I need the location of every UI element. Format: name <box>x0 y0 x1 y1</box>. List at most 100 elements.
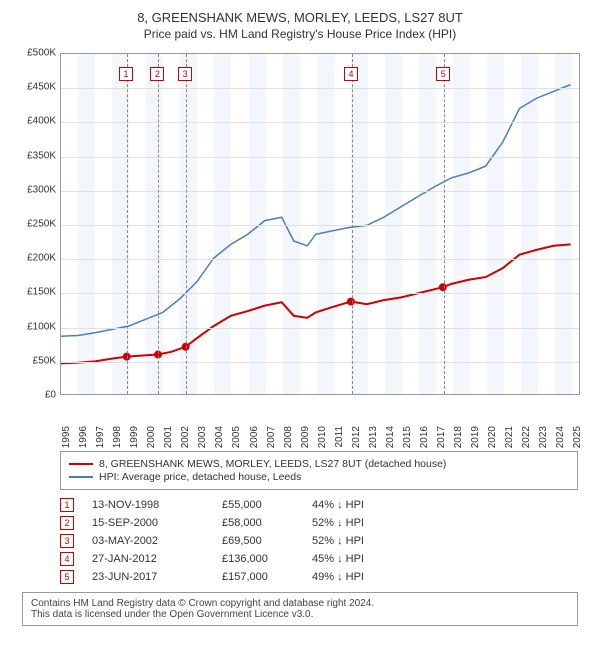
table-row: 1 13-NOV-1998£55,00044% ↓ HPI <box>60 496 578 514</box>
x-axis-label: 1996 <box>78 426 89 448</box>
x-axis-label: 2019 <box>470 426 481 448</box>
sale-number-box: 4 <box>60 552 74 566</box>
y-axis-label: £50K <box>12 355 56 366</box>
table-row: 5 23-JUN-2017£157,00049% ↓ HPI <box>60 568 578 586</box>
chart-title-2: Price paid vs. HM Land Registry's House … <box>10 27 590 41</box>
sale-marker: 5 <box>436 67 450 81</box>
sale-number-box: 1 <box>60 498 74 512</box>
sale-marker: 4 <box>344 67 358 81</box>
sales-table: 1 13-NOV-1998£55,00044% ↓ HPI 2 15-SEP-2000… <box>60 496 578 586</box>
sale-marker: 1 <box>119 67 133 81</box>
y-axis-label: £100K <box>12 321 56 332</box>
sale-date: 13-NOV-1998 <box>92 499 222 511</box>
sale-point <box>347 298 355 306</box>
legend-swatch <box>69 463 93 465</box>
chart-svg <box>61 54 579 394</box>
gridline <box>61 225 579 226</box>
sale-vline <box>352 54 353 394</box>
y-axis-label: £300K <box>12 184 56 195</box>
x-axis-label: 2013 <box>368 426 379 448</box>
x-axis-label: 2007 <box>266 426 277 448</box>
x-axis-label: 2014 <box>385 426 396 448</box>
y-axis-label: £150K <box>12 287 56 298</box>
x-axis-label: 2021 <box>504 426 515 448</box>
sale-date: 27-JAN-2012 <box>92 553 222 565</box>
gridline <box>61 157 579 158</box>
gridline <box>61 362 579 363</box>
footer-line-2: This data is licensed under the Open Gov… <box>31 609 569 620</box>
sale-date: 03-MAY-2002 <box>92 535 222 547</box>
sale-price: £58,000 <box>222 517 312 529</box>
x-axis-label: 2023 <box>538 426 549 448</box>
x-axis-label: 2015 <box>402 426 413 448</box>
x-axis-label: 1997 <box>95 426 106 448</box>
sale-number-box: 5 <box>60 570 74 584</box>
y-axis-label: £250K <box>12 219 56 230</box>
sale-date: 23-JUN-2017 <box>92 571 222 583</box>
y-axis-label: £200K <box>12 253 56 264</box>
series-property <box>61 244 571 363</box>
x-axis-label: 2024 <box>555 426 566 448</box>
sale-price: £157,000 <box>222 571 312 583</box>
legend-item: 8, GREENSHANK MEWS, MORLEY, LEEDS, LS27 … <box>69 458 569 470</box>
legend: 8, GREENSHANK MEWS, MORLEY, LEEDS, LS27 … <box>60 451 578 490</box>
table-row: 427-JAN-2012£136,00045% ↓ HPI <box>60 550 578 568</box>
sale-price: £55,000 <box>222 499 312 511</box>
plot-area <box>60 53 580 395</box>
x-axis-label: 2010 <box>317 426 328 448</box>
legend-item: HPI: Average price, detached house, Leed… <box>69 471 569 483</box>
sale-vline <box>186 54 187 394</box>
footer-line-1: Contains HM Land Registry data © Crown c… <box>31 598 569 609</box>
x-axis-label: 2025 <box>572 426 583 448</box>
sale-number-box: 3 <box>60 534 74 548</box>
x-axis-label: 2011 <box>334 426 345 448</box>
y-axis-label: £350K <box>12 150 56 161</box>
x-axis-label: 2003 <box>197 426 208 448</box>
x-axis-label: 1995 <box>61 426 72 448</box>
sale-number-box: 2 <box>60 516 74 530</box>
x-axis-label: 2002 <box>180 426 191 448</box>
y-axis-label: £400K <box>12 116 56 127</box>
chart-title-1: 8, GREENSHANK MEWS, MORLEY, LEEDS, LS27 … <box>10 10 590 25</box>
chart: £0 £50K £100K £150K £200K £250K £300K £350K £400… <box>10 45 590 445</box>
x-axis-label: 2017 <box>436 426 447 448</box>
x-axis-label: 2001 <box>163 426 174 448</box>
table-row: 2 15-SEP-2000£58,00052% ↓ HPI <box>60 514 578 532</box>
sale-diff: 45% ↓ HPI <box>312 553 422 565</box>
sale-price: £69,500 <box>222 535 312 547</box>
sale-diff: 49% ↓ HPI <box>312 571 422 583</box>
gridline <box>61 293 579 294</box>
x-axis-label: 2009 <box>300 426 311 448</box>
y-axis-label: £500K <box>12 48 56 59</box>
x-axis-label: 2016 <box>419 426 430 448</box>
y-axis-label: £450K <box>12 82 56 93</box>
x-axis-label: 2022 <box>521 426 532 448</box>
legend-label: HPI: Average price, detached house, Leed… <box>99 471 301 483</box>
y-axis-label: £0 <box>12 390 56 401</box>
sale-vline <box>444 54 445 394</box>
x-axis-label: 2005 <box>231 426 242 448</box>
gridline <box>61 259 579 260</box>
x-axis-label: 2008 <box>283 426 294 448</box>
sale-marker: 2 <box>150 67 164 81</box>
sale-marker: 3 <box>178 67 192 81</box>
sale-date: 15-SEP-2000 <box>92 517 222 529</box>
sale-diff: 52% ↓ HPI <box>312 517 422 529</box>
sale-vline <box>158 54 159 394</box>
x-axis-label: 1998 <box>112 426 123 448</box>
legend-label: 8, GREENSHANK MEWS, MORLEY, LEEDS, LS27 … <box>99 458 446 470</box>
gridline <box>61 328 579 329</box>
x-axis-label: 2006 <box>249 426 260 448</box>
sale-diff: 52% ↓ HPI <box>312 535 422 547</box>
x-axis-label: 2000 <box>146 426 157 448</box>
sale-point <box>439 283 447 291</box>
x-axis-label: 1999 <box>129 426 140 448</box>
gridline <box>61 191 579 192</box>
sale-diff: 44% ↓ HPI <box>312 499 422 511</box>
footer: Contains HM Land Registry data © Crown c… <box>22 592 578 626</box>
legend-swatch <box>69 476 93 478</box>
sale-vline <box>127 54 128 394</box>
gridline <box>61 122 579 123</box>
x-axis-label: 2020 <box>487 426 498 448</box>
gridline <box>61 88 579 89</box>
